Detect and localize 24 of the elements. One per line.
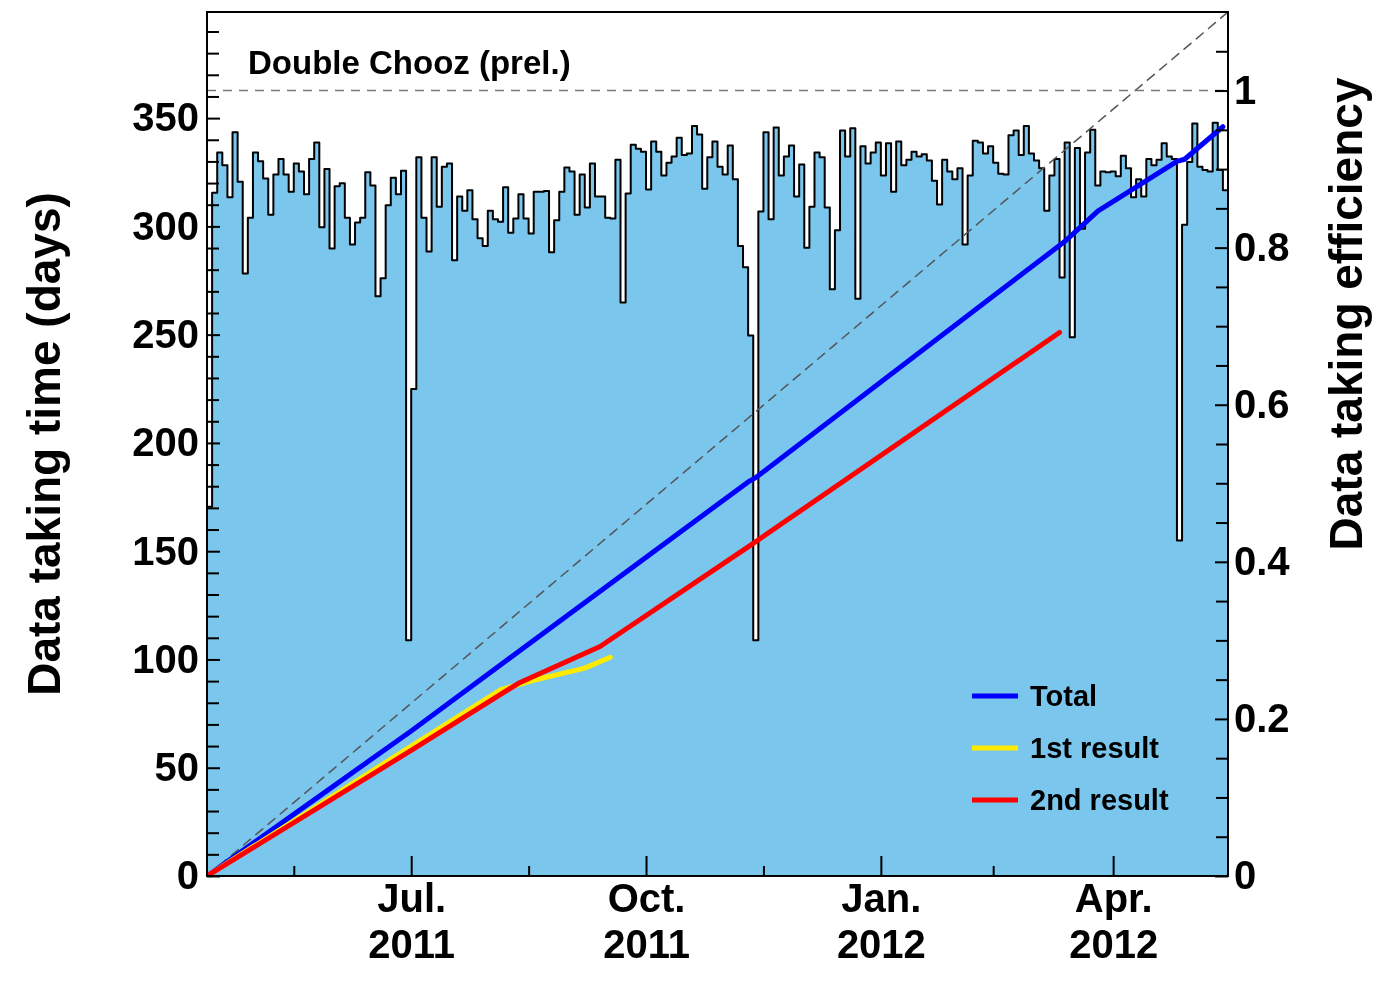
x-tick-label: Jul. 2011 <box>368 876 456 966</box>
x-tick-label: Oct. 2011 <box>603 876 690 966</box>
legend-label: Total <box>1030 680 1098 713</box>
y2-tick-label: 0.6 <box>1234 382 1290 427</box>
legend-label: 1st result <box>1030 732 1160 765</box>
y-tick-label: 250 <box>132 311 199 356</box>
y-tick-label: 100 <box>132 636 199 681</box>
y2-axis-title: Data taking efficiency <box>1320 77 1372 551</box>
y-axis-title: Data taking time (days) <box>18 192 70 696</box>
x-tick-label: Jan. 2012 <box>836 876 926 966</box>
y2-tick-label: 0.4 <box>1234 539 1291 584</box>
y-tick-label: 0 <box>176 853 199 898</box>
y2-tick-label: 1 <box>1234 67 1257 112</box>
y-tick-label: 300 <box>132 203 199 248</box>
y2-tick-label: 0.2 <box>1234 696 1290 741</box>
annotation: Double Chooz (prel.) <box>248 44 571 81</box>
legend-label: 2nd result <box>1030 784 1169 817</box>
y-tick-label: 150 <box>132 528 199 573</box>
y2-tick-label: 0 <box>1234 853 1257 898</box>
y-tick-label: 200 <box>132 420 199 465</box>
y2-tick-label: 0.8 <box>1234 224 1290 269</box>
y-tick-label: 50 <box>154 745 199 790</box>
y-tick-label: 350 <box>132 95 199 140</box>
x-tick-label: Apr. 2012 <box>1069 876 1159 966</box>
